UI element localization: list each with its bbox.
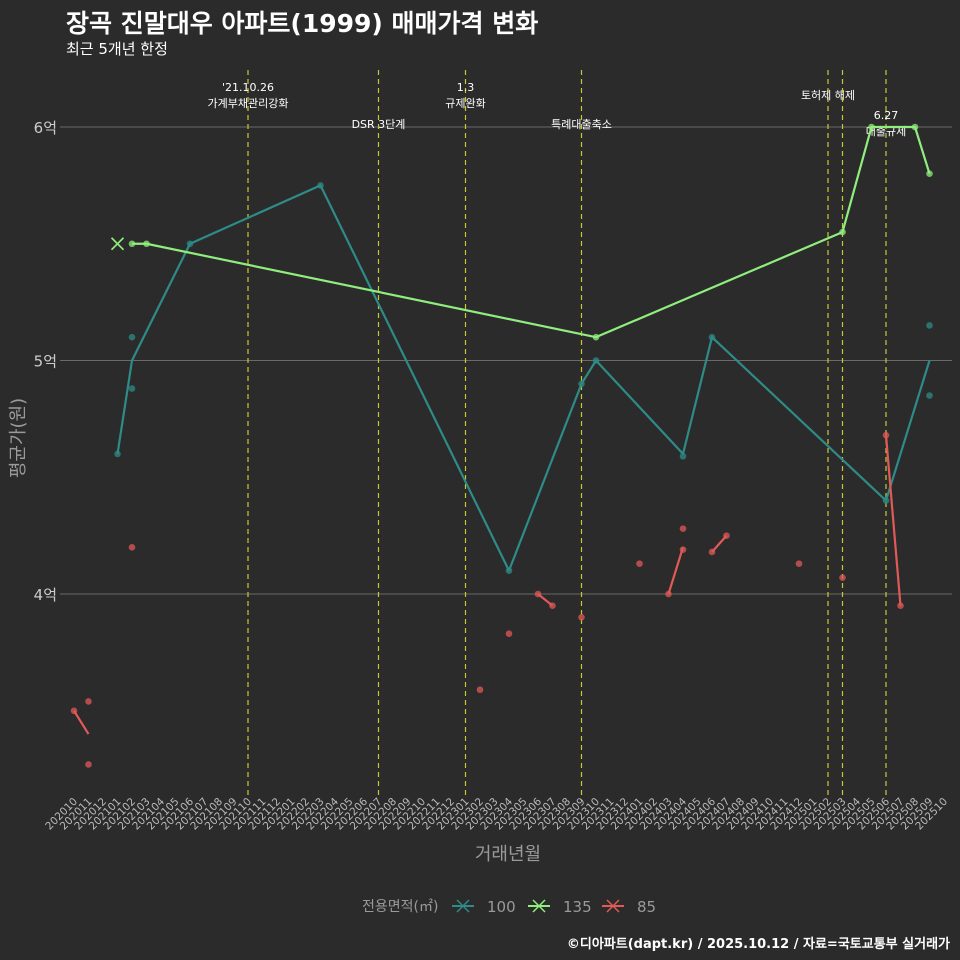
series-85-line xyxy=(667,546,685,595)
series-135-point xyxy=(839,228,846,236)
series-85-point xyxy=(505,630,513,637)
series-100-point xyxy=(505,567,513,574)
event-label: 1.3 규제완화 xyxy=(445,81,485,110)
series-85-line xyxy=(73,710,90,735)
x-axis-label: 거래년월 xyxy=(475,844,541,865)
series-100-point xyxy=(114,450,121,458)
series-100-point xyxy=(186,240,194,248)
series-135-point xyxy=(128,240,136,248)
chart-title: 장곡 진말대우 아파트(1999) 매매가격 변화 xyxy=(66,9,539,38)
series-135-point xyxy=(868,123,875,131)
series-100-point xyxy=(592,357,600,364)
series-100-point xyxy=(679,452,687,460)
series-135-point xyxy=(926,170,933,177)
series-85-line xyxy=(711,534,728,553)
event-label: 6.27 대출규제 xyxy=(866,109,906,138)
event-label: '21.10.26 가계부채관리강화 xyxy=(208,81,289,110)
series-135-point xyxy=(592,333,600,341)
legend-135-label: 135 xyxy=(563,898,592,916)
event-label: DSR 3단계 xyxy=(352,118,406,131)
y-tick-label: 5억 xyxy=(34,353,57,371)
series-100-point xyxy=(578,380,585,388)
series-85-point xyxy=(679,546,687,553)
series-85-point xyxy=(708,548,716,556)
series-135-point xyxy=(143,240,150,248)
series-85-point xyxy=(795,560,803,567)
series-100-point xyxy=(926,322,933,329)
series-85-point xyxy=(636,560,643,567)
series-85-point xyxy=(85,761,92,768)
series-85-point xyxy=(70,707,78,715)
legend-title: 전용면적(㎡) xyxy=(362,899,438,915)
series-85-point xyxy=(85,698,92,705)
legend-135-marker xyxy=(532,899,546,913)
series-135-point xyxy=(911,123,919,131)
series-135-start-marker xyxy=(110,237,125,251)
series-85-point xyxy=(665,590,672,598)
series-100-point xyxy=(882,497,890,504)
series-85-point xyxy=(897,602,904,609)
series-85-point xyxy=(128,544,136,551)
legend-100-label: 100 xyxy=(487,898,516,916)
series-100-point xyxy=(317,182,324,189)
credit-line: ©디아파트(dapt.kr) / 2025.10.12 / 자료=국토교통부 실… xyxy=(566,937,950,952)
series-85-point xyxy=(578,614,585,621)
event-label: 토허제 해제 xyxy=(801,88,855,102)
legend-100-marker xyxy=(456,899,470,913)
chart-subtitle: 최근 5개년 한정 xyxy=(66,40,168,58)
series-85-point xyxy=(549,602,556,609)
series-85-point xyxy=(534,590,542,598)
series-100-point xyxy=(128,333,136,341)
legend-85-marker xyxy=(606,899,620,913)
legend-85-label: 85 xyxy=(637,898,656,916)
series-85-point xyxy=(839,574,846,581)
series-85-point xyxy=(723,532,730,539)
y-axis-label: 평균가(원) xyxy=(8,398,29,478)
series-85-line xyxy=(884,435,902,606)
series-100-point xyxy=(926,392,933,399)
series-85-point xyxy=(476,686,484,694)
series-135-line xyxy=(132,125,931,339)
event-label: 특례대출축소 xyxy=(551,118,612,131)
series-100-point xyxy=(708,333,716,341)
series-85-point xyxy=(882,431,890,439)
legend: 전용면적(㎡) 100 135 85 xyxy=(362,898,656,916)
y-tick-label: 6억 xyxy=(34,119,57,137)
series-100-line xyxy=(116,184,931,572)
series-85-point xyxy=(679,525,687,532)
y-tick-label: 4억 xyxy=(34,586,57,604)
series-100-point xyxy=(128,385,136,392)
